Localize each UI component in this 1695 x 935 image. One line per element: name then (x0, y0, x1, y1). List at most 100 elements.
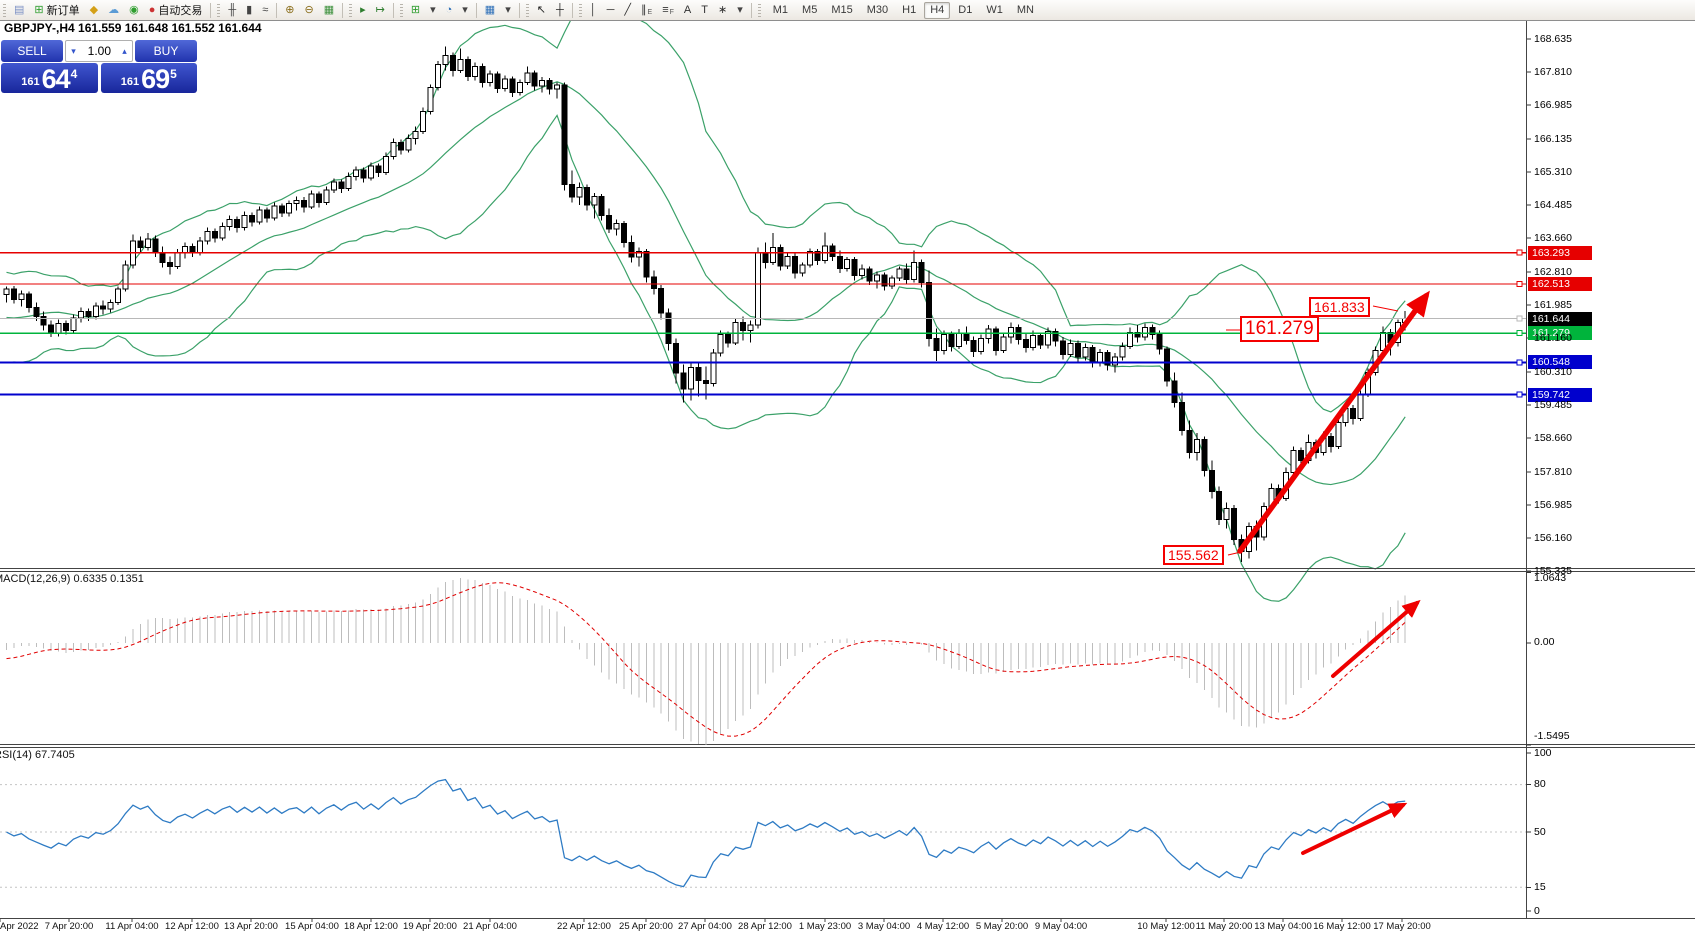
price-axis-label: 164.485 (1534, 198, 1572, 211)
arrows-button[interactable]: ∗ (714, 1, 731, 20)
date-axis-label: 7 Apr 20:00 (44, 921, 94, 932)
timeframe-d1[interactable]: D1 (958, 3, 973, 16)
templates-icon: ▾ (505, 3, 511, 16)
price-axis-label: 167.810 (1534, 65, 1572, 78)
zoom-in-button[interactable]: ⊕ (281, 1, 298, 20)
chart-ohlc-header: GBPJPY-,H4 161.559 161.648 161.552 161.6… (4, 21, 262, 35)
add-indicator-caret[interactable]: ▾ (426, 1, 440, 20)
timeframe-mn[interactable]: MN (1016, 3, 1034, 16)
date-axis-label: 22 Apr 12:00 (557, 921, 611, 932)
templates-button[interactable]: ▦ (481, 1, 499, 20)
date-axis-label: 5 May 20:00 (975, 921, 1029, 932)
toolbar-drag-handle (525, 3, 529, 17)
price-axis-label: 161.985 (1534, 298, 1572, 311)
community-icon-icon: ☁ (108, 3, 120, 16)
buy-price-button[interactable]: 161 69 5 (100, 63, 197, 94)
timeframe-group: M1 M5 M15 M30 H1 H4 D1 W1 MN (766, 1, 1041, 19)
chart-shift-button[interactable]: ↦ (372, 1, 389, 20)
price-axis-label: 166.985 (1534, 98, 1572, 111)
sell-price-sup: 4 (70, 67, 78, 81)
equidistant-channel-button[interactable]: ∥ E (637, 1, 656, 20)
templates-caret[interactable]: ▾ (501, 1, 515, 20)
text-button[interactable]: A (680, 1, 695, 20)
vertical-line-button[interactable]: │ (586, 1, 601, 20)
deposit-icon[interactable]: ◆ (86, 1, 102, 20)
date-axis-label: 13 Apr 20:00 (224, 921, 278, 932)
toolbar-drag-handle (757, 3, 761, 17)
price-badge: 162.513 (1528, 276, 1592, 291)
auto-scroll-button[interactable]: ▸ (356, 1, 370, 20)
timeframe-w1[interactable]: W1 (986, 3, 1003, 16)
volume-input[interactable]: 1.00 (87, 44, 111, 58)
tile-windows-icon: ▦ (323, 3, 335, 16)
line-chart-type-button[interactable]: ≈ (258, 1, 272, 20)
fibonacci-button[interactable]: ≡ F (658, 1, 678, 20)
date-axis-label: 16 May 12:00 (1313, 921, 1371, 932)
panel-borders (0, 20, 1695, 922)
price-axis-label: 156.985 (1534, 498, 1572, 511)
chart-window-icon[interactable]: ▤ (10, 1, 28, 20)
autotrading-button[interactable]: ● 自动交易 (145, 1, 207, 20)
rsi-axis-label: 50 (1534, 825, 1546, 838)
timeframe-m30[interactable]: M30 (866, 3, 889, 16)
sell-price-prefix: 161 (21, 76, 40, 88)
price-axis-label: 159.485 (1534, 398, 1572, 411)
crosshair-icon: ┼ (555, 3, 564, 16)
deposit-icon-icon: ◆ (89, 3, 99, 16)
community-icon[interactable]: ☁ (104, 1, 123, 20)
equidistant-channel-button-sub: E (647, 9, 653, 16)
price-annotation: 161.279 (1240, 316, 1319, 342)
price-axis-label: 155.335 (1534, 564, 1572, 577)
timeframe-m1[interactable]: M1 (772, 3, 789, 16)
price-axis-label: 165.310 (1534, 165, 1572, 178)
add-indicator-button[interactable]: ⊞ (407, 1, 424, 20)
date-axis-label: 17 May 20:00 (1373, 921, 1431, 932)
price-axis-label: 162.810 (1534, 265, 1572, 278)
zoom-out-icon: ⊖ (304, 3, 314, 16)
date-axis-label: 21 Apr 04:00 (463, 921, 517, 932)
vertical-line-icon: │ (589, 3, 597, 16)
tile-windows-button[interactable]: ▦ (320, 1, 338, 20)
bar-chart-type-button[interactable]: ╫ (224, 1, 240, 20)
price-badge: 160.548 (1528, 355, 1592, 370)
timeframe-h1[interactable]: H1 (902, 3, 917, 16)
price-axis-label: 156.160 (1534, 531, 1572, 544)
buy-price-big: 69 (141, 64, 170, 94)
fibonacci-icon: ≡ (662, 3, 669, 16)
toolbar-separator (342, 2, 344, 18)
autotrading-icon: ● (148, 3, 156, 16)
rsi-axis-label: 80 (1534, 778, 1546, 791)
price-badge: 163.293 (1528, 245, 1592, 260)
level-lines (0, 38, 1531, 572)
periods-button[interactable]: ◔ (442, 1, 457, 20)
sell-button[interactable]: SELL (1, 40, 63, 62)
arrows-icon: ∗ (718, 3, 728, 16)
timeframe-m15[interactable]: M15 (831, 3, 853, 16)
volume-increase-caret-icon[interactable]: ▴ (122, 45, 127, 56)
toolbar-separator (475, 2, 477, 18)
timeframe-h4[interactable]: H4 (924, 1, 951, 19)
text-label-button[interactable]: T (697, 1, 712, 20)
date-axis-label: Apr 2022 (0, 921, 39, 932)
cursor-button[interactable]: ↖ (533, 1, 550, 20)
periods-caret[interactable]: ▾ (458, 1, 472, 20)
horizontal-line-button[interactable]: ─ (603, 1, 619, 20)
price-axis-label: 166.135 (1534, 132, 1572, 145)
buy-button[interactable]: BUY (135, 40, 197, 62)
zoom-out-button[interactable]: ⊖ (300, 1, 317, 20)
arrows-caret[interactable]: ▾ (733, 1, 747, 20)
text-label-icon: T (701, 3, 708, 16)
candlestick-type-button[interactable]: ▮ (242, 1, 256, 20)
sell-price-button[interactable]: 161 64 4 (1, 63, 98, 93)
trendline-button[interactable]: ╱ (620, 1, 635, 20)
crosshair-button[interactable]: ┼ (552, 1, 568, 20)
price-annotation: 161.833 (1309, 297, 1370, 318)
date-axis-label: 10 May 12:00 (1137, 921, 1195, 932)
new-order-button[interactable]: ⊞ 新订单 (30, 1, 83, 20)
timeframe-m5[interactable]: M5 (802, 3, 818, 16)
toolbar-drag-handle (349, 3, 353, 17)
arrows-icon: ▾ (737, 3, 743, 16)
signals-icon[interactable]: ◉ (125, 1, 143, 20)
volume-decrease-caret-icon[interactable]: ▾ (71, 45, 76, 56)
